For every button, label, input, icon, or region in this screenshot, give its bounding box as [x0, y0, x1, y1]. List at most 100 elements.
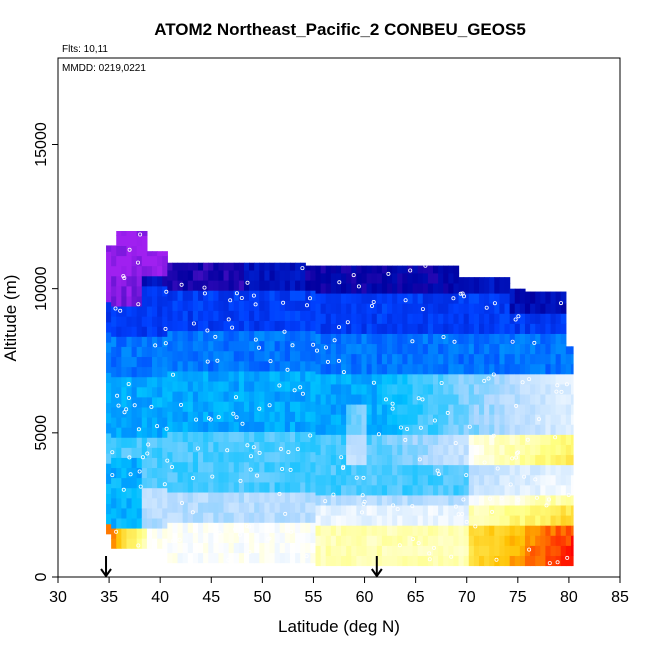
curtain-cell [504, 454, 511, 466]
curtain-cell [111, 416, 117, 428]
curtain-cell [361, 535, 368, 546]
curtain-cell [443, 373, 449, 385]
track-point [247, 524, 252, 529]
curtain-cell [141, 497, 148, 509]
curtain-cell [146, 477, 153, 489]
curtain-cell [208, 461, 214, 473]
curtain-cell [453, 555, 460, 567]
curtain-cell [238, 290, 245, 301]
curtain-cell [499, 545, 506, 556]
curtain-cell [162, 251, 168, 257]
curtain-cell [111, 255, 117, 267]
curtain-cell [157, 437, 163, 448]
track-point [403, 437, 408, 442]
curtain-cell [366, 282, 373, 294]
curtain-cell [387, 474, 393, 486]
curtain-cell [269, 542, 276, 554]
curtain-cell [269, 262, 276, 271]
curtain-cell [540, 545, 547, 556]
curtain-cell [397, 444, 403, 456]
curtain-cell [361, 484, 368, 496]
curtain-cell [361, 265, 368, 274]
curtain-cell [238, 502, 245, 513]
track-point [234, 415, 239, 420]
curtain-cell [152, 457, 158, 469]
curtain-cell [524, 424, 531, 435]
curtain-cell [438, 282, 444, 294]
curtain-cell [279, 522, 286, 533]
curtain-cell [560, 434, 567, 445]
curtain-cell [300, 421, 306, 432]
curtain-cell [473, 464, 480, 476]
curtain-cell [146, 336, 153, 347]
curtain-cell [213, 411, 220, 422]
curtain-cell [346, 353, 352, 365]
curtain-cell [157, 346, 163, 358]
curtain-cell [116, 255, 122, 267]
curtain-cell [126, 497, 133, 509]
curtain-cell [468, 494, 475, 506]
curtain-cell [197, 431, 204, 443]
curtain-cell [366, 383, 373, 395]
curtain-cell [422, 414, 429, 425]
curtain-cell [509, 323, 516, 334]
curtain-cell [524, 333, 531, 345]
track-point [217, 530, 222, 535]
curtain-cell [484, 323, 490, 334]
curtain-cell [126, 376, 133, 388]
curtain-cell [422, 303, 429, 314]
curtain-cell [524, 303, 531, 314]
curtain-cell [315, 353, 322, 365]
curtain-cell [371, 535, 378, 546]
curtain-cell [172, 401, 179, 412]
curtain-cell [259, 380, 266, 392]
curtain-cell [228, 411, 235, 422]
curtain-cell [249, 391, 255, 402]
curtain-cell [545, 343, 552, 355]
curtain-cell [438, 555, 444, 567]
curtain-cell [392, 393, 398, 405]
curtain-cell [279, 451, 286, 463]
track-point [354, 475, 359, 480]
curtain-cell [494, 525, 501, 536]
curtain-cell [182, 441, 189, 453]
curtain-cell [484, 484, 490, 496]
curtain-cell [300, 300, 306, 311]
curtain-cell [565, 494, 572, 506]
curtain-cell [489, 424, 495, 435]
curtain-cell [121, 467, 128, 479]
curtain-cell [530, 313, 536, 324]
curtain-cell [152, 326, 158, 337]
curtain-cell [320, 515, 327, 526]
curtain-cell [489, 494, 495, 506]
curtain-cell [463, 393, 470, 405]
curtain-cell [366, 494, 373, 506]
curtain-cell [489, 277, 495, 284]
curtain-cell [315, 393, 322, 405]
curtain-cell [111, 517, 117, 529]
flight-track-points [110, 232, 571, 566]
curtain-cell [243, 391, 250, 402]
curtain-cell [325, 474, 332, 486]
curtain-cell [162, 447, 168, 458]
curtain-cell [320, 525, 327, 536]
curtain-cell [443, 525, 449, 536]
curtain-cell [126, 386, 133, 398]
curtain-cell [407, 444, 414, 456]
curtain-cell [504, 474, 511, 486]
curtain-cell [238, 471, 245, 483]
curtain-cell [330, 545, 337, 556]
curtain-cell [111, 295, 117, 307]
curtain-cell [412, 373, 419, 385]
curtain-cell [274, 512, 281, 523]
curtain-cell [310, 431, 317, 443]
curtain-cell [274, 391, 281, 402]
curtain-cell [136, 295, 143, 307]
track-point [337, 280, 342, 285]
curtain-cell [325, 265, 332, 274]
curtain-cell [530, 504, 536, 516]
track-point [121, 274, 126, 279]
curtain-cell [570, 346, 574, 355]
curtain-cell [478, 292, 485, 304]
curtain-cell [387, 303, 393, 314]
